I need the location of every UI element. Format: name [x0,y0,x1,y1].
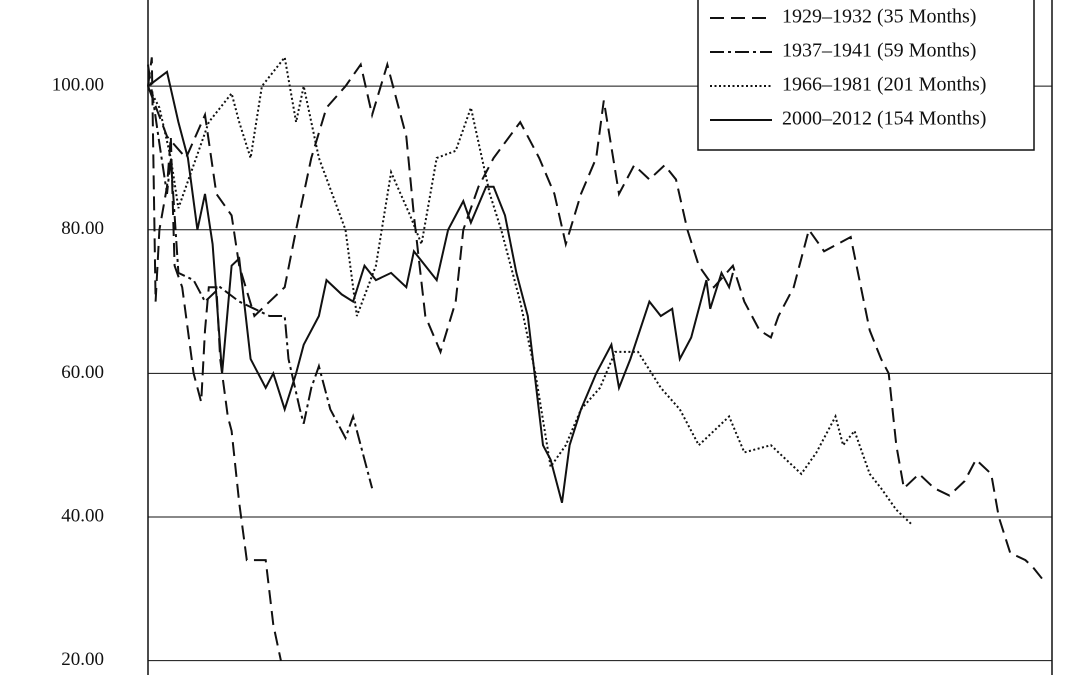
series-line [147,64,374,489]
legend-label: 1937–1941 (59 Months) [782,40,976,62]
grid: 20.00 40.00 60.00 80.00 100.00 [52,75,1052,670]
legend-label: 1929–1932 (35 Months) [782,6,976,28]
legend: 1929–1932 (35 Months) 1937–1941 (59 Month… [697,0,1035,151]
series-line [147,60,1046,583]
y-tick-label: 100.00 [52,75,104,96]
legend-label: 1966–1981 (201 Months) [782,74,986,96]
legend-box [697,0,1035,151]
y-tick-label: 60.00 [61,362,104,383]
series-line [147,55,913,525]
lines [147,55,1046,661]
legend-label: 2000–2012 (154 Months) [782,108,986,130]
y-tick-label: 40.00 [61,505,104,526]
y-tick-label: 80.00 [61,218,104,239]
series-line [147,70,734,503]
y-tick-label: 20.00 [61,649,104,670]
series-line [147,57,282,661]
